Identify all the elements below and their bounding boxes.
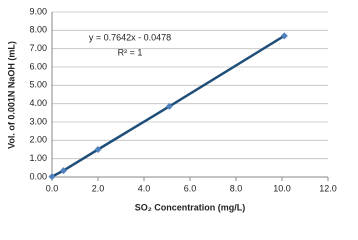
trend-equation: y = 0.7642x - 0.0478 — [89, 32, 171, 42]
x-tick-label: 2.0 — [92, 183, 105, 193]
y-tick-label: 1.00 — [29, 153, 47, 163]
x-tick-label: 6.0 — [184, 183, 197, 193]
x-tick-label: 12.0 — [319, 183, 337, 193]
y-axis-title: Vol. of 0.001N NaOH (mL) — [6, 41, 16, 149]
y-tick-label: 0.00 — [29, 171, 47, 181]
data-point — [48, 173, 56, 181]
y-tick-label: 6.00 — [29, 61, 47, 71]
y-tick-label: 8.00 — [29, 25, 47, 35]
x-tick-label: 4.0 — [138, 183, 151, 193]
y-tick-label: 7.00 — [29, 43, 47, 53]
data-point — [280, 32, 288, 40]
y-tick-label: 5.00 — [29, 80, 47, 90]
data-point — [60, 167, 67, 175]
y-tick-label: 9.00 — [29, 6, 47, 16]
chart: Vol. of 0.001N NaOH (mL) SO₂ Concentrati… — [6, 6, 337, 212]
y-tick-label: 2.00 — [29, 135, 47, 145]
x-tick-label: 8.0 — [230, 183, 243, 193]
r-squared: R² = 1 — [118, 47, 143, 57]
x-axis-title: SO₂ Concentration (mg/L) — [135, 202, 246, 212]
x-tick-label: 10.0 — [273, 183, 291, 193]
y-tick-label: 4.00 — [29, 98, 47, 108]
data-point — [165, 102, 173, 110]
data-point — [94, 146, 102, 153]
x-tick-label: 0.0 — [46, 183, 59, 193]
y-tick-label: 3.00 — [29, 116, 47, 126]
